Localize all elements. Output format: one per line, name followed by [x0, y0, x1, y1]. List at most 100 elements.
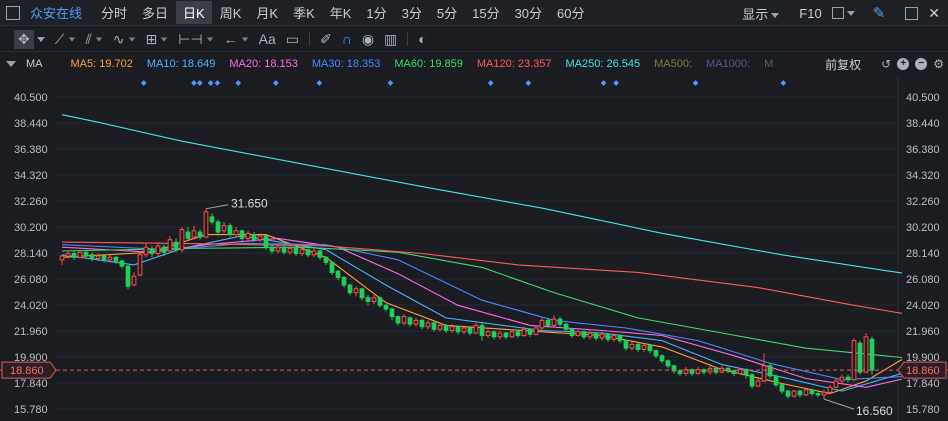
- period-tab[interactable]: 日K: [176, 1, 212, 24]
- event-marker: [600, 80, 607, 86]
- candle-body: [563, 323, 569, 330]
- candle-body: [437, 324, 443, 330]
- wave-tool-icon[interactable]: ∿: [113, 31, 136, 48]
- period-tab[interactable]: 15分: [472, 6, 500, 21]
- candle-body: [815, 393, 821, 396]
- y-tick-left: 24.020: [14, 300, 48, 312]
- y-tick-right: 30.200: [906, 222, 940, 234]
- y-tick-left: 36.380: [14, 144, 48, 156]
- candle-body: [311, 250, 317, 256]
- undo-icon[interactable]: ↺: [881, 57, 892, 71]
- candle-body: [383, 304, 389, 310]
- candle-body: [347, 284, 353, 294]
- channel-tool-icon[interactable]: ⫽: [86, 31, 103, 48]
- candle-body: [95, 255, 101, 260]
- ma-value: MA250: 26.545: [565, 58, 641, 70]
- close-icon[interactable]: ✕: [928, 4, 940, 21]
- trash-icon[interactable]: ▥: [384, 30, 398, 47]
- text-tool-icon[interactable]: Aa: [258, 31, 276, 47]
- zoom-out-icon[interactable]: −: [915, 58, 928, 70]
- pen-icon[interactable]: ✎: [872, 5, 886, 22]
- candle-body: [251, 234, 257, 241]
- candle-body: [509, 331, 515, 338]
- panel-toggle-icon[interactable]: [6, 5, 20, 20]
- candle-body: [551, 318, 557, 326]
- candle-body: [491, 331, 497, 338]
- event-marker: [780, 80, 787, 86]
- candle-body: [179, 229, 185, 251]
- candle-body: [839, 376, 845, 382]
- candle-body: [659, 355, 665, 362]
- candle-body: [749, 374, 755, 387]
- toggle-icon[interactable]: ◐: [418, 31, 427, 47]
- chevron-down-icon[interactable]: [36, 36, 45, 42]
- ma-label[interactable]: MA: [26, 58, 43, 70]
- candle-body: [329, 261, 335, 273]
- candle-body: [761, 365, 767, 382]
- candle-body: [725, 367, 731, 372]
- period-tab[interactable]: 1分: [366, 6, 387, 21]
- f10-button[interactable]: F10: [799, 5, 822, 21]
- trendline-tool-icon[interactable]: ⟋: [55, 31, 76, 48]
- fib-tool-icon[interactable]: ⊞: [146, 31, 169, 48]
- y-tick-right: 34.320: [906, 170, 940, 182]
- period-tab[interactable]: 分时: [101, 6, 128, 21]
- period-tab[interactable]: 3分: [401, 6, 422, 21]
- ma-line-ma10: [61, 235, 903, 392]
- ma-value: MA120: 23.357: [476, 58, 552, 70]
- collapse-icon[interactable]: [6, 61, 16, 67]
- candle-body: [587, 332, 593, 338]
- maximize-icon[interactable]: [905, 6, 919, 20]
- period-tab[interactable]: 60分: [557, 6, 585, 21]
- period-tab[interactable]: 年K: [329, 6, 352, 21]
- candle-body: [137, 254, 143, 276]
- chevron-down-icon[interactable]: [846, 10, 855, 16]
- eye-icon[interactable]: ◉: [361, 30, 375, 47]
- stock-name[interactable]: 众安在线: [30, 6, 83, 21]
- eraser-icon[interactable]: ✐: [320, 30, 332, 47]
- period-tab[interactable]: 5分: [436, 6, 458, 21]
- candle-body: [449, 326, 455, 331]
- crosshair-tool-icon[interactable]: ✥: [14, 29, 34, 49]
- comment-tool-icon[interactable]: ▭: [285, 30, 300, 47]
- candle-body: [647, 345, 653, 352]
- ma-value: MA500:: [654, 58, 693, 70]
- period-tab[interactable]: 多日: [142, 6, 169, 21]
- ma-line-ma120: [61, 241, 903, 314]
- arrow-tool-icon[interactable]: ←: [224, 31, 249, 47]
- display-menu[interactable]: 显示: [742, 4, 780, 23]
- period-tab[interactable]: 季K: [293, 6, 315, 21]
- settings-icon[interactable]: ⚙: [933, 57, 944, 71]
- candle-body: [869, 338, 875, 371]
- kline-chart[interactable]: 40.500 40.500 38.440 38.440 36.380 36.380 34.3…: [0, 75, 948, 421]
- y-tick-right: 38.440: [906, 118, 940, 130]
- candle-body: [419, 319, 425, 328]
- candle-body: [59, 255, 65, 261]
- event-marker: [207, 80, 214, 86]
- zoom-in-icon[interactable]: +: [897, 58, 910, 70]
- candle-body: [515, 331, 521, 337]
- event-marker: [525, 80, 532, 86]
- candle-body: [461, 327, 467, 333]
- candle-body: [389, 308, 395, 318]
- period-tab[interactable]: 月K: [256, 6, 279, 21]
- square-toggle-icon[interactable]: [831, 7, 844, 19]
- adjust-mode[interactable]: 前复权: [825, 57, 862, 72]
- candle-body: [521, 328, 527, 337]
- candle-body: [299, 249, 305, 255]
- y-tick-right: 21.960: [906, 326, 940, 338]
- period-tab[interactable]: 周K: [219, 6, 242, 21]
- price-tag-left: [1, 361, 57, 379]
- magnet-icon[interactable]: ∩: [341, 31, 352, 47]
- y-tick-left: 34.320: [14, 170, 48, 182]
- candle-body: [779, 384, 785, 392]
- candle-body: [767, 365, 773, 377]
- candle-body: [371, 297, 377, 302]
- candle-body: [89, 254, 95, 260]
- measure-tool-icon[interactable]: ⊢⊣: [178, 31, 213, 48]
- event-marker: [273, 80, 279, 86]
- candle-body: [287, 247, 293, 253]
- period-tab[interactable]: 30分: [514, 6, 543, 21]
- candle-body: [473, 324, 479, 334]
- y-tick-left: 15.780: [14, 404, 48, 416]
